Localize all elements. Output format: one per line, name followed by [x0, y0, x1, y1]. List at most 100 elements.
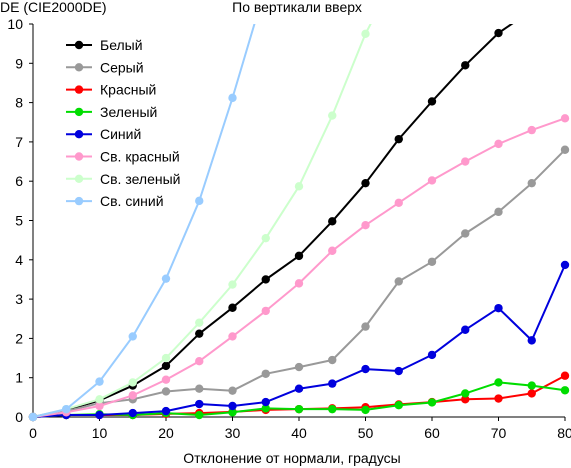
legend-marker	[74, 152, 84, 161]
data-point	[427, 97, 437, 106]
data-point	[228, 303, 237, 312]
x-tick-label: 70	[491, 425, 507, 441]
chart-title: По вертикали вверх	[232, 0, 362, 15]
data-point	[161, 406, 171, 416]
data-point	[294, 362, 304, 372]
legend-marker	[74, 174, 84, 183]
legend-label: Св. зеленый	[100, 171, 180, 187]
data-point	[328, 404, 337, 414]
data-point	[361, 364, 370, 374]
data-point	[328, 379, 337, 388]
data-point	[261, 306, 270, 316]
data-point	[161, 274, 171, 283]
data-point	[361, 221, 370, 230]
data-point	[261, 275, 270, 284]
data-point	[494, 303, 503, 313]
data-point	[527, 336, 536, 345]
data-point	[527, 178, 536, 188]
data-point	[394, 198, 403, 208]
x-tick-label: 80	[557, 425, 571, 441]
legend-marker	[74, 85, 84, 94]
x-tick-label: 30	[225, 425, 241, 441]
legend-label: Св. синий	[100, 193, 164, 209]
data-point	[527, 125, 536, 135]
data-point	[394, 366, 403, 376]
data-point	[128, 378, 137, 387]
data-point	[328, 111, 337, 120]
legend-label: Красный	[100, 82, 156, 98]
legend-marker	[74, 40, 84, 50]
legend-label: Синий	[100, 126, 141, 142]
data-point	[228, 280, 237, 289]
legend-label: Серый	[100, 59, 144, 75]
y-tick-label: 0	[15, 409, 23, 425]
data-point	[461, 61, 470, 70]
legend-label: Белый	[100, 37, 143, 53]
data-point	[261, 397, 270, 407]
data-point	[228, 93, 237, 103]
data-point	[494, 28, 503, 38]
series-5	[28, 114, 570, 422]
y-tick-label: 4	[15, 252, 23, 268]
data-point	[195, 196, 204, 206]
data-point	[195, 410, 204, 420]
data-point	[294, 182, 304, 191]
data-point	[28, 412, 38, 422]
data-point	[394, 401, 403, 410]
x-tick-label: 0	[29, 425, 37, 441]
data-point	[228, 332, 237, 341]
x-tick-label: 20	[158, 425, 174, 441]
y-tick-label: 1	[15, 370, 23, 386]
data-point	[461, 229, 470, 238]
series-line	[32, 24, 514, 418]
data-point	[328, 355, 337, 365]
data-point	[328, 246, 337, 255]
data-point	[361, 405, 370, 415]
data-point	[195, 356, 204, 366]
data-point	[527, 389, 536, 398]
data-point	[228, 408, 237, 417]
y-tick-label: 8	[15, 95, 23, 111]
data-point	[161, 375, 171, 384]
legend: Белый Серый Красный Зеленый Синий Св. красный…	[66, 37, 180, 209]
data-point	[461, 395, 470, 404]
data-point	[427, 176, 437, 185]
y-tick-label: 6	[15, 173, 23, 189]
data-point	[560, 386, 570, 395]
x-tick-label: 10	[92, 425, 108, 441]
x-axis-label: Отклонение от нормали, градусы	[183, 450, 400, 466]
series-line	[32, 24, 256, 418]
data-point	[494, 139, 503, 149]
data-point	[95, 395, 104, 404]
data-point	[161, 353, 171, 363]
y-tick-label: 3	[15, 291, 23, 307]
data-point	[394, 134, 403, 144]
data-point	[195, 384, 204, 393]
data-point	[95, 401, 104, 411]
y-tick-label: 9	[15, 55, 23, 71]
data-point	[394, 277, 403, 286]
data-point	[261, 233, 270, 243]
data-point	[128, 391, 137, 400]
data-point	[461, 325, 470, 334]
data-point	[427, 257, 437, 266]
data-point	[527, 381, 536, 390]
legend-marker	[74, 63, 84, 72]
legend-label: Св. красный	[100, 149, 180, 165]
y-axis-label: DE (CIE2000DE)	[0, 0, 107, 15]
data-point	[95, 410, 104, 420]
data-point	[261, 369, 270, 378]
series-7	[28, 24, 256, 422]
data-point	[128, 408, 137, 418]
y-tick-label: 7	[15, 134, 23, 150]
data-point	[427, 398, 437, 407]
data-point	[560, 371, 570, 380]
data-point	[161, 361, 171, 371]
data-point	[328, 217, 337, 226]
data-point	[228, 386, 237, 395]
data-point	[494, 207, 503, 217]
data-point	[161, 387, 171, 396]
data-point	[560, 114, 570, 123]
data-point	[361, 322, 370, 331]
